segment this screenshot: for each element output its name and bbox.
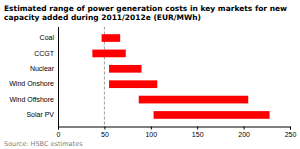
x-tick: 200: [238, 127, 250, 139]
y-tick: Solar PV: [26, 111, 54, 118]
x-tick-label: 50: [101, 131, 109, 138]
y-tick: CCGT: [34, 50, 55, 57]
y-axis: Coal CCGT Nuclear Wind Onshore Wind Offshore…: [9, 27, 58, 127]
x-tick-mark: [197, 127, 198, 130]
y-axis-line: [58, 27, 59, 127]
x-axis-line: [59, 127, 291, 130]
y-tick: Wind Onshore: [9, 80, 54, 87]
x-tick-mark: [151, 127, 152, 130]
x-axis: 0 50 100 150 200 250: [57, 127, 297, 139]
y-tick-label: Coal: [40, 34, 55, 41]
plot: 0 50 100 150 200 250 Coal CCGT Nuclear Wind Onsho…: [9, 27, 296, 139]
title: Estimated range of power generation cost…: [4, 4, 287, 22]
x-tick: 250: [285, 127, 297, 139]
bar: [109, 80, 157, 88]
x-tick-label: 150: [192, 131, 204, 138]
x-tick-mark: [104, 127, 105, 130]
y-tick-label: Wind Onshore: [9, 80, 54, 87]
y-tick-label: Solar PV: [26, 111, 54, 118]
x-tick: 100: [145, 127, 157, 139]
y-tick: Wind Offshore: [9, 96, 54, 103]
bar: [102, 34, 121, 42]
x-tick-label: 200: [238, 131, 250, 138]
bar: [154, 111, 270, 119]
y-tick: Coal: [40, 34, 55, 41]
y-tick-label: CCGT: [34, 50, 55, 57]
y-tick: Nuclear: [30, 65, 55, 72]
y-tick-label: Nuclear: [30, 65, 55, 72]
x-tick-label: 100: [145, 131, 157, 138]
x-tick-mark: [244, 127, 245, 130]
x-tick-mark: [290, 127, 291, 130]
x-tick: 0: [57, 127, 61, 139]
y-tick-label: Wind Offshore: [9, 96, 54, 103]
bar: [139, 96, 249, 104]
source: Source: HSBC estimates: [4, 140, 83, 148]
x-tick: 50: [101, 127, 109, 139]
chart: Estimated range of power generation cost…: [0, 0, 300, 149]
x-tick: 150: [192, 127, 204, 139]
x-tick-label: 0: [57, 131, 61, 138]
x-tick-label: 250: [285, 131, 297, 138]
marks: [92, 27, 269, 127]
bar: [92, 50, 125, 58]
bar: [109, 65, 141, 73]
